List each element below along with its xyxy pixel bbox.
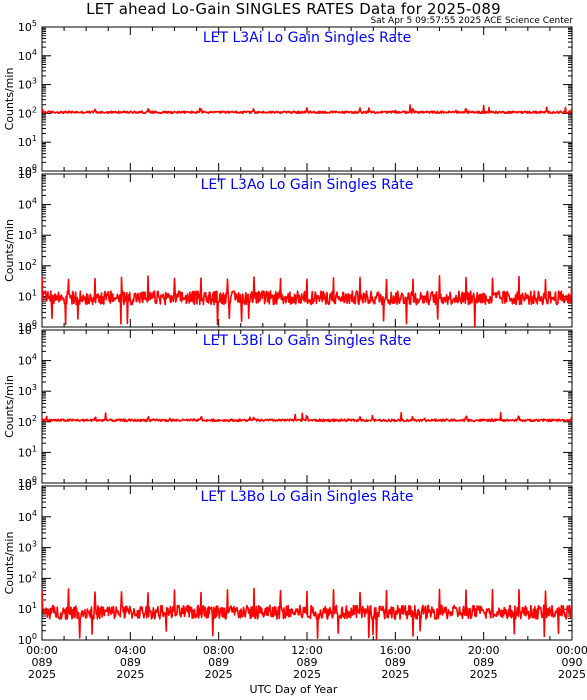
y-tick-label: 104: [18, 509, 37, 524]
y-tick-label: 105: [18, 166, 37, 181]
y-tick-label: 102: [18, 570, 37, 585]
panel-title-1: LET L3Ai Lo Gain Singles Rate: [203, 30, 411, 46]
panel-frame-1: [41, 26, 573, 172]
series-line-4: [42, 587, 572, 640]
y-tick-label: 100: [18, 632, 37, 647]
y-tick-label: 105: [18, 478, 37, 493]
x-axis-label: UTC Day of Year: [249, 683, 338, 696]
y-tick-label: 102: [18, 105, 37, 120]
series-line-1: [42, 104, 572, 115]
x-tick-year: 2025: [558, 668, 586, 681]
y-tick-label: 101: [18, 601, 37, 616]
x-tick-year: 2025: [293, 668, 321, 681]
y-axis-label: Counts/min: [3, 68, 16, 131]
y-tick-label: 101: [18, 444, 37, 459]
y-tick-label: 100: [18, 475, 37, 490]
y-tick-label: 103: [18, 383, 37, 398]
panel-title-2: LET L3Ao Lo Gain Singles Rate: [201, 177, 414, 193]
y-tick-label: 100: [18, 163, 37, 178]
x-tick-doy: 089: [120, 656, 141, 669]
x-tick-doy: 089: [297, 656, 318, 669]
x-tick-doy: 089: [32, 656, 53, 669]
x-tick-year: 2025: [116, 668, 144, 681]
x-tick-time: 00:00: [556, 644, 587, 657]
x-tick-year: 2025: [470, 668, 498, 681]
x-tick-time: 00:00: [26, 644, 58, 657]
series-line-3: [42, 411, 572, 423]
y-tick-label: 105: [18, 322, 37, 337]
x-tick-year: 2025: [381, 668, 409, 681]
x-tick-year: 2025: [28, 668, 56, 681]
panel-title-3: LET L3Bi Lo Gain Singles Rate: [203, 333, 411, 349]
y-axis-label: Counts/min: [3, 219, 16, 282]
y-tick-label: 102: [18, 258, 37, 273]
y-tick-label: 101: [18, 288, 37, 303]
y-tick-label: 102: [18, 414, 37, 429]
x-tick-doy: 089: [473, 656, 494, 669]
y-tick-label: 103: [18, 540, 37, 555]
x-tick-time: 08:00: [203, 644, 235, 657]
y-tick-label: 103: [18, 77, 37, 92]
y-tick-label: 104: [18, 197, 37, 212]
x-tick-doy: 089: [208, 656, 229, 669]
x-tick-time: 04:00: [114, 644, 146, 657]
x-tick-time: 12:00: [291, 644, 323, 657]
timestamp-subtitle: Sat Apr 5 09:57:55 2025 ACE Science Cent…: [370, 16, 573, 26]
y-tick-label: 104: [18, 48, 37, 63]
page-title: LET ahead Lo-Gain SINGLES RATES Data for…: [86, 0, 501, 18]
x-tick-time: 16:00: [379, 644, 411, 657]
panel-title-4: LET L3Bo Lo Gain Singles Rate: [200, 489, 413, 505]
x-tick-doy: 090: [562, 656, 583, 669]
y-tick-label: 101: [18, 134, 37, 149]
y-tick-label: 104: [18, 353, 37, 368]
x-tick-year: 2025: [205, 668, 233, 681]
y-axis-label: Counts/min: [3, 532, 16, 595]
y-tick-label: 103: [18, 227, 37, 242]
x-tick-time: 20:00: [468, 644, 500, 657]
panel-frame-3: [41, 329, 573, 484]
series-line-2: [42, 275, 572, 327]
y-tick-label: 100: [18, 319, 37, 334]
y-axis-label: Counts/min: [3, 375, 16, 438]
y-tick-label: 105: [18, 19, 37, 34]
x-tick-doy: 089: [385, 656, 406, 669]
